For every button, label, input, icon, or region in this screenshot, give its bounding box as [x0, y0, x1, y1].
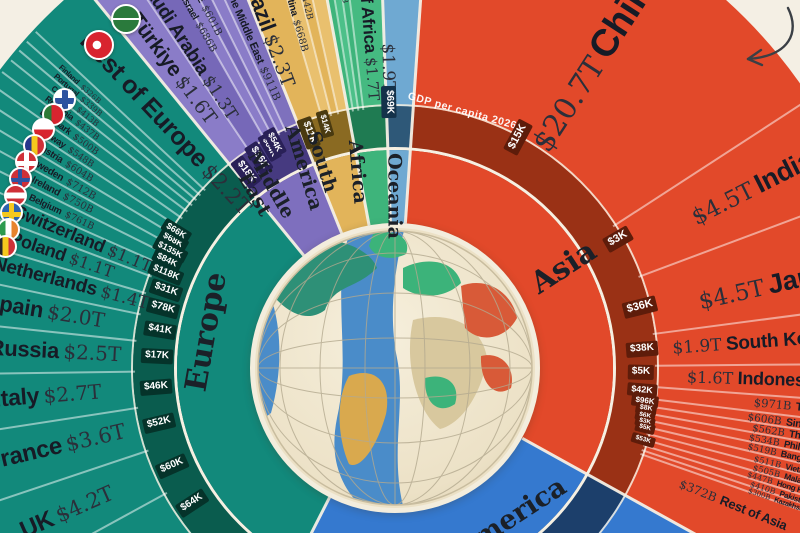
flag-icon-saudi-arabia [111, 4, 141, 34]
globe-icon [250, 223, 540, 513]
country-name: Indonesia [737, 368, 800, 391]
gdp-per-capita-badge: $46K [139, 378, 173, 396]
continent-label: Oceania [383, 153, 406, 239]
continent-label: Africa [343, 139, 372, 205]
curved-arrow-icon [746, 6, 794, 67]
flag-icon-norway [9, 167, 32, 190]
country-gdp-value: $1.6T [686, 367, 734, 389]
country-name: Russia [0, 335, 61, 364]
flag-icon-turkiye [84, 30, 114, 60]
gdp-per-capita-badge: $38K [625, 340, 659, 358]
flag-icon-belgium [0, 235, 17, 258]
country-name: Italy [0, 382, 41, 412]
gdp-per-capita-badge: $5K [627, 364, 655, 380]
country-gdp-value: $2.5T [63, 339, 123, 367]
gdp-per-capita-badge: $69K [381, 85, 398, 119]
country-gdp-value: $1.9T [671, 335, 723, 359]
gdp-per-capita-badge: $17K [140, 348, 174, 365]
country-gdp-value: $2.7T [42, 379, 103, 409]
